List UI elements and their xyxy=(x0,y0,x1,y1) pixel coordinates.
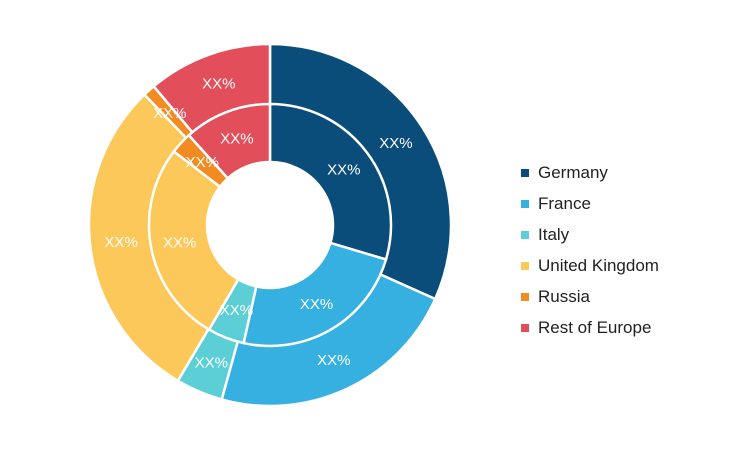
legend-swatch-france xyxy=(521,199,529,208)
inner-slice-rest-of-europe[interactable] xyxy=(187,102,272,181)
outer-label-united-kingdom: XX% xyxy=(104,234,137,251)
outer-ring xyxy=(87,42,453,408)
legend-item-rest-of-europe[interactable]: Rest of Europe xyxy=(521,312,659,343)
legend-item-united-kingdom[interactable]: United Kingdom xyxy=(521,250,659,281)
inner-label-italy: XX% xyxy=(220,302,253,319)
legend-swatch-rest-of-europe xyxy=(521,323,529,332)
legend-label-germany: Germany xyxy=(538,162,608,182)
inner-label-germany: XX% xyxy=(327,161,360,178)
outer-label-germany: XX% xyxy=(379,135,412,152)
legend-swatch-germany xyxy=(521,168,529,177)
inner-label-rest-of-europe: XX% xyxy=(220,131,253,148)
inner-slice-united-kingdom[interactable] xyxy=(147,149,240,332)
legend-item-germany[interactable]: Germany xyxy=(521,157,659,188)
outer-label-russia: XX% xyxy=(153,105,186,122)
legend-label-rest-of-europe: Rest of Europe xyxy=(538,317,652,337)
legend-item-france[interactable]: France xyxy=(521,188,659,219)
legend-swatch-italy xyxy=(521,230,529,239)
inner-label-france: XX% xyxy=(300,296,333,313)
legend-swatch-united-kingdom xyxy=(521,261,529,270)
legend-label-italy: Italy xyxy=(538,224,570,244)
legend-label-russia: Russia xyxy=(538,286,590,306)
outer-label-rest-of-europe: XX% xyxy=(202,76,235,93)
legend-label-united-kingdom: United Kingdom xyxy=(538,255,659,275)
legend: Germany France Italy United Kingdom Russ… xyxy=(521,157,659,343)
inner-slice-germany[interactable] xyxy=(268,102,393,262)
inner-label-united-kingdom: XX% xyxy=(163,234,196,251)
slice-labels: XX%XX%XX%XX%XX%XX%XX%XX%XX%XX%XX%XX% xyxy=(104,76,412,372)
outer-label-france: XX% xyxy=(317,352,350,369)
legend-swatch-russia xyxy=(521,292,529,301)
inner-ring xyxy=(147,102,393,348)
legend-label-france: France xyxy=(538,193,591,213)
legend-item-russia[interactable]: Russia xyxy=(521,281,659,312)
legend-item-italy[interactable]: Italy xyxy=(521,219,659,250)
inner-slice-france[interactable] xyxy=(242,241,388,348)
outer-label-italy: XX% xyxy=(195,355,228,372)
inner-label-russia: XX% xyxy=(186,154,219,171)
